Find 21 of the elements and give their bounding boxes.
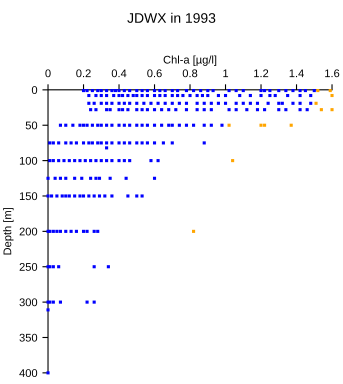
x-tick-label: 1 [223, 69, 228, 78]
y-tick-label: 400 [19, 369, 38, 377]
x-tick-label: 0.2 [76, 69, 91, 78]
y-tick-label: 300 [19, 298, 38, 306]
x-tick-label: 0.6 [147, 69, 162, 78]
y-tick-label: 250 [20, 263, 38, 271]
y-tick-label: 350 [19, 334, 38, 342]
x-axis-title: Chl-a [µg/l] [164, 55, 216, 66]
x-tick-label: 0 [45, 69, 51, 78]
x-tick-label: 1.6 [325, 69, 340, 78]
y-tick-label: 150 [20, 192, 38, 200]
y-tick-label: 200 [20, 228, 38, 236]
chart-title: JDWX in 1993 [127, 12, 216, 23]
x-tick-label: 0.4 [112, 69, 126, 78]
x-tick-label: 1.2 [254, 69, 268, 78]
y-tick-label: 100 [20, 156, 38, 165]
y-axis-title: Depth [m] [3, 208, 14, 255]
y-tick-label: 0 [32, 86, 38, 94]
x-tick-label: 0.8 [182, 69, 198, 78]
x-tick-label: 1.4 [290, 69, 304, 78]
y-tick-label: 50 [26, 122, 38, 130]
